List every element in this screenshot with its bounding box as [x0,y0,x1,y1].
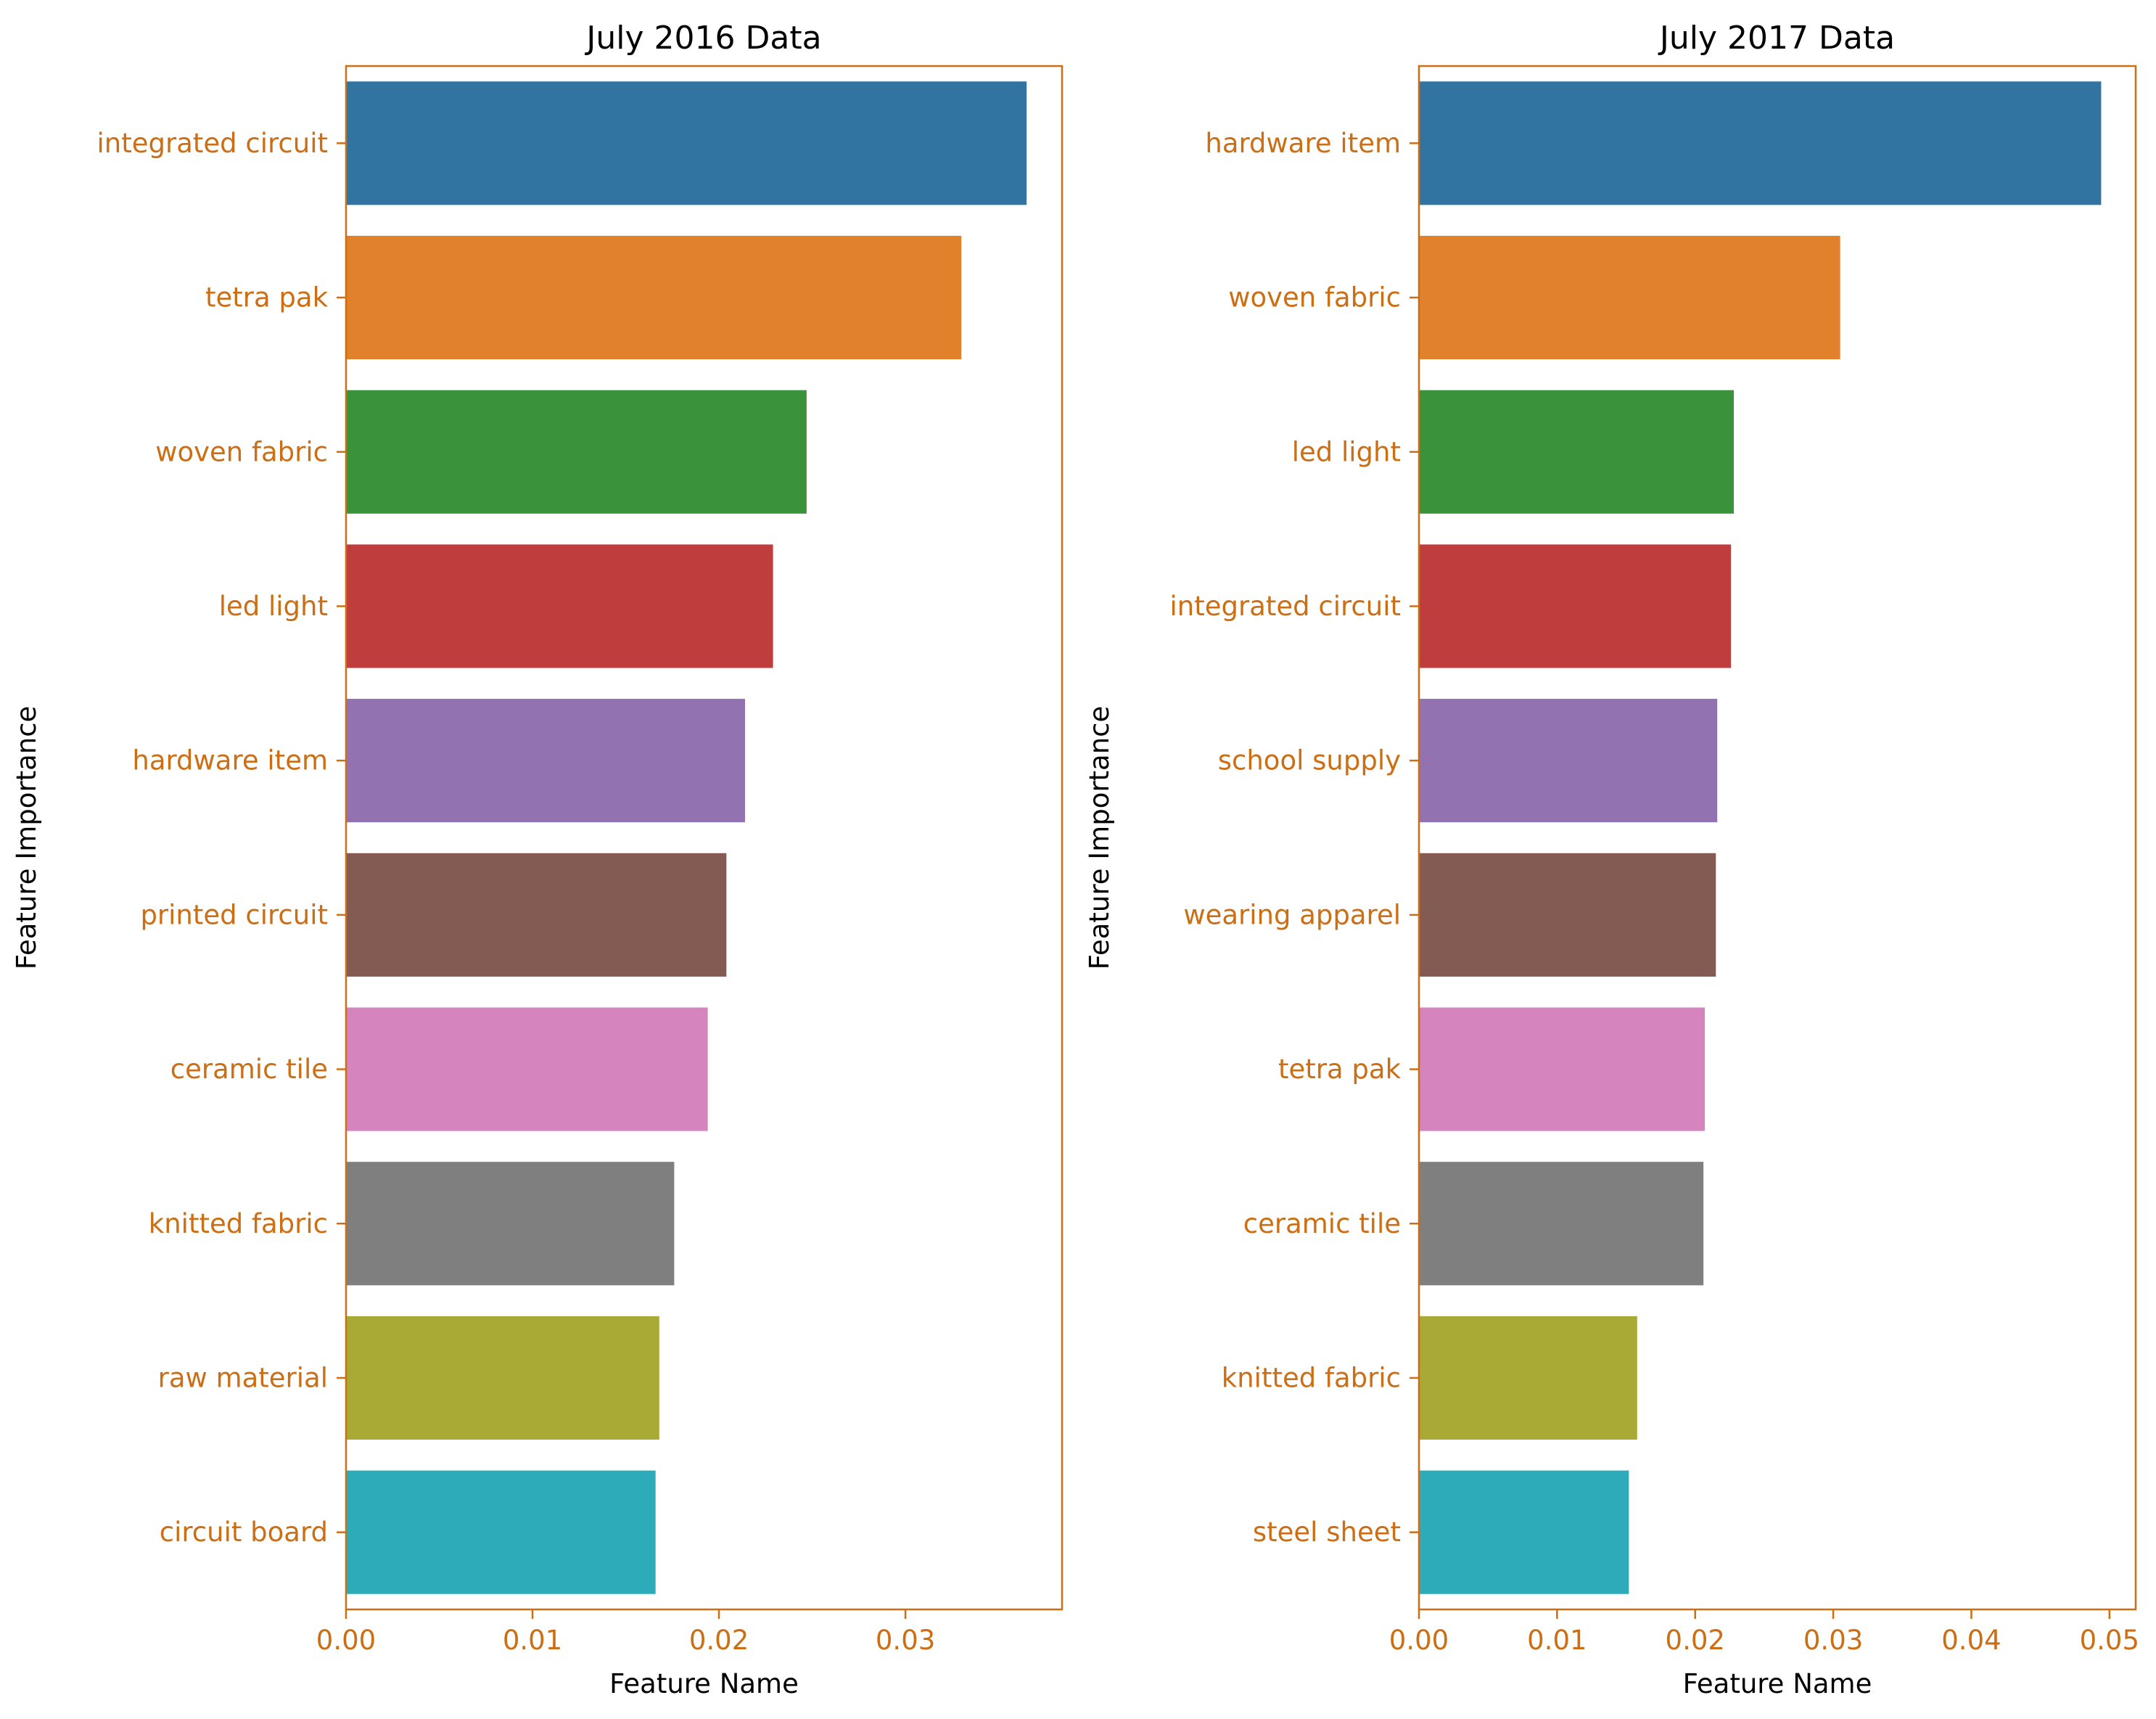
bar-tetra-pak [346,235,962,360]
x-tick-label: 0.01 [1527,1625,1587,1656]
bar-ceramic-tile [346,1007,708,1131]
y-tick-label-knitted-fabric: knitted fabric [149,1208,328,1239]
bar-circuit-board [346,1470,656,1594]
y-tick-label-tetra-pak: tetra pak [1278,1054,1402,1085]
bar-integrated-circuit [1419,544,1732,668]
y-tick-label-wearing-apparel: wearing apparel [1183,899,1401,930]
y-tick-label-integrated-circuit: integrated circuit [1170,591,1402,622]
x-tick-label: 0.02 [689,1625,749,1656]
y-tick-label-woven-fabric: woven fabric [155,436,328,467]
y-tick-label-circuit-board: circuit board [160,1517,328,1548]
x-tick-label: 0.03 [1803,1625,1863,1656]
bar-wearing-apparel [1419,853,1716,977]
y-tick-label-woven-fabric: woven fabric [1228,282,1401,313]
y-tick-label-led-light: led light [1292,436,1401,467]
chart-title: July 2017 Data [1658,20,1895,57]
y-tick-label-led-light: led light [219,591,328,622]
bar-woven-fabric [346,390,807,514]
bar-led-light [1419,390,1735,514]
bar-led-light [346,544,773,668]
y-tick-label-ceramic-tile: ceramic tile [170,1054,328,1085]
y-tick-label-raw-material: raw material [158,1362,328,1393]
y-tick-label-ceramic-tile: ceramic tile [1243,1208,1401,1239]
bar-ceramic-tile [1419,1162,1704,1286]
y-tick-label-hardware-item: hardware item [1205,128,1401,159]
x-tick-label: 0.00 [316,1625,376,1656]
y-tick-label-integrated-circuit: integrated circuit [97,128,329,159]
bar-woven-fabric [1419,235,1840,360]
bar-knitted-fabric [1419,1316,1637,1440]
x-tick-label: 0.05 [2080,1625,2139,1656]
y-axis-label: Feature Importance [11,706,42,970]
y-tick-label-knitted-fabric: knitted fabric [1222,1362,1401,1393]
chart-title: July 2016 Data [584,20,821,57]
x-tick-label: 0.03 [876,1625,935,1656]
y-tick-label-steel-sheet: steel sheet [1253,1517,1401,1548]
bar-raw-material [346,1316,659,1440]
plot-frame [345,65,1063,1611]
bar-hardware-item [346,699,746,823]
bar-steel-sheet [1419,1470,1629,1594]
y-tick-label-school-supply: school supply [1218,745,1401,776]
y-tick-label-printed-circuit: printed circuit [140,899,328,930]
chart-july-2017: hardware item woven fabric led light integr… [1084,20,2139,1699]
y-tick-label-tetra-pak: tetra pak [205,282,329,313]
y-tick-label-hardware-item: hardware item [132,745,328,776]
bar-school-supply [1419,699,1718,823]
x-axis-label: Feature Name [1683,1668,1872,1699]
x-tick-label: 0.01 [503,1625,562,1656]
bar-integrated-circuit [346,81,1027,205]
chart-july-2016: integrated circuit tetra pak woven fabric l… [11,20,1063,1699]
plot-frame [1418,65,2137,1611]
bar-tetra-pak [1419,1007,1706,1131]
x-tick-label: 0.04 [1941,1625,2001,1656]
bar-hardware-item [1419,81,2102,205]
bar-knitted-fabric [346,1162,675,1286]
bar-printed-circuit [346,853,727,977]
x-tick-label: 0.00 [1389,1625,1449,1656]
y-axis-label: Feature Importance [1084,706,1115,970]
x-axis-label: Feature Name [609,1668,799,1699]
x-tick-label: 0.02 [1666,1625,1725,1656]
